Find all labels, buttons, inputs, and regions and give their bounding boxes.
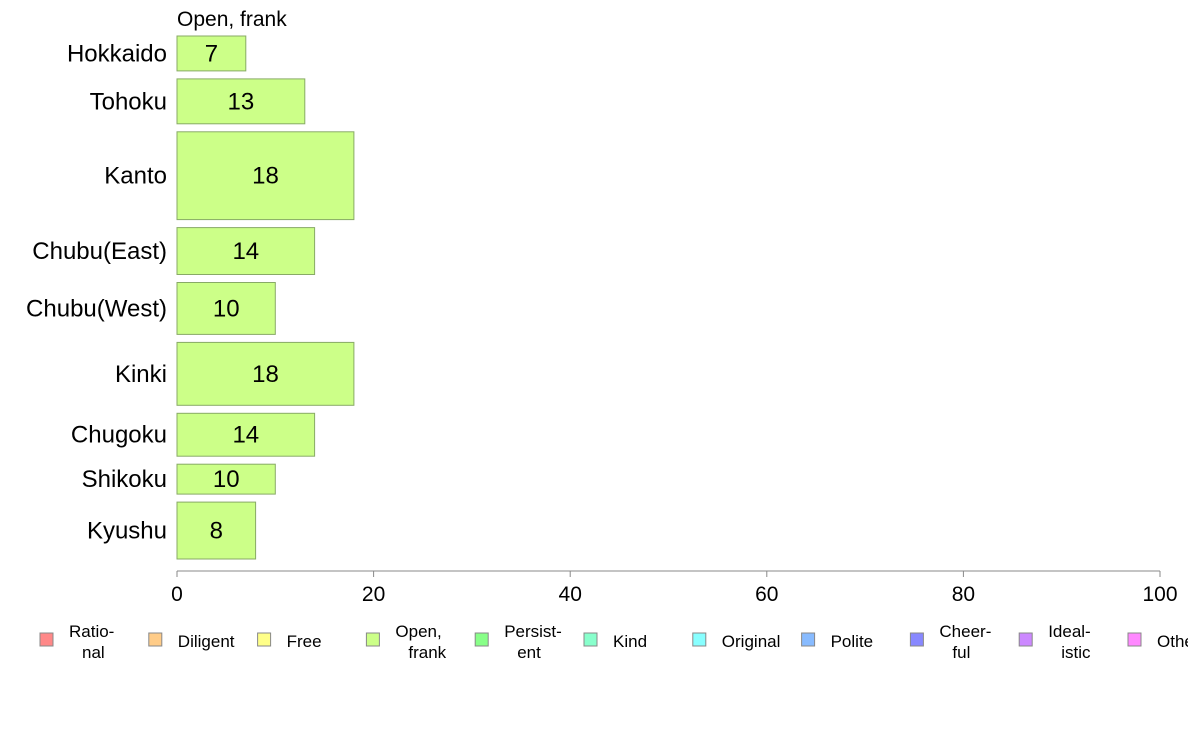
legend-label: Original [722,632,781,651]
legend-swatch [1127,632,1142,647]
legend-swatch [692,632,707,647]
x-tick-label: 40 [559,583,582,606]
x-axis: 0 20 40 60 80 100 [171,570,1178,606]
value-label: 14 [232,422,259,449]
bar-kinki [176,341,355,406]
legend-label: Others [1157,632,1188,651]
legend-label: Ratio-nal [69,622,114,662]
bar-hokkaido [176,35,247,72]
legend-swatch [148,632,163,647]
bar-chubu-east [176,227,316,276]
legend-swatch [909,632,924,647]
legend-label: Diligent [178,632,235,651]
x-tick-label: 100 [1142,583,1177,606]
category-label: Shikoku [82,466,167,493]
legend-swatch [583,632,598,647]
value-label: 10 [213,466,240,493]
x-tick-label: 60 [755,583,778,606]
category-label: Chubu(West) [26,296,167,323]
category-label: Kinki [115,361,167,388]
value-label: 10 [213,296,240,323]
legend-label: Cheer-ful [939,622,991,662]
legend-swatch [801,632,816,647]
legend-label: Ideal-istic [1048,622,1091,662]
legend-swatch [39,632,54,647]
value-label: 18 [252,361,279,388]
value-label: 14 [232,238,259,265]
bar-chubu-west [176,282,276,335]
legend-swatch [257,632,272,647]
category-label: Kyushu [87,518,167,545]
category-label: Chugoku [71,422,167,449]
value-label: 13 [228,88,255,115]
bars-group: Hokkaido 7 Tohoku 13 Kanto 18 Chubu(East) 14 Chu… [26,35,355,560]
category-label: Kanto [104,163,167,190]
x-tick-label: 0 [171,583,183,606]
legend-label: Kind [613,632,647,651]
legend-label: Free [287,632,322,651]
bar-kanto [176,131,355,221]
legend-swatch [365,632,380,647]
legend-label: Persist-ent [504,622,562,662]
bar-chugoku [176,412,316,457]
category-label: Hokkaido [67,41,167,68]
value-label: 18 [252,163,279,190]
panel-title: Open, frank [177,8,287,31]
legend: Ratio-nal Diligent Free Open, frank Persist-e… [39,622,1188,662]
legend-label: Polite [831,632,874,651]
legend-swatch [1018,632,1033,647]
category-label: Chubu(East) [32,238,167,265]
x-tick-label: 20 [362,583,385,606]
legend-swatch [474,632,489,647]
bar-tohoku [176,78,306,125]
value-label: 7 [205,41,218,68]
bar-shikoku [176,463,276,495]
x-tick-label: 80 [952,583,975,606]
legend-label: Open, frank [395,622,446,662]
bar-kyushu [176,501,257,560]
category-label: Tohoku [90,88,167,115]
value-label: 8 [210,518,223,545]
